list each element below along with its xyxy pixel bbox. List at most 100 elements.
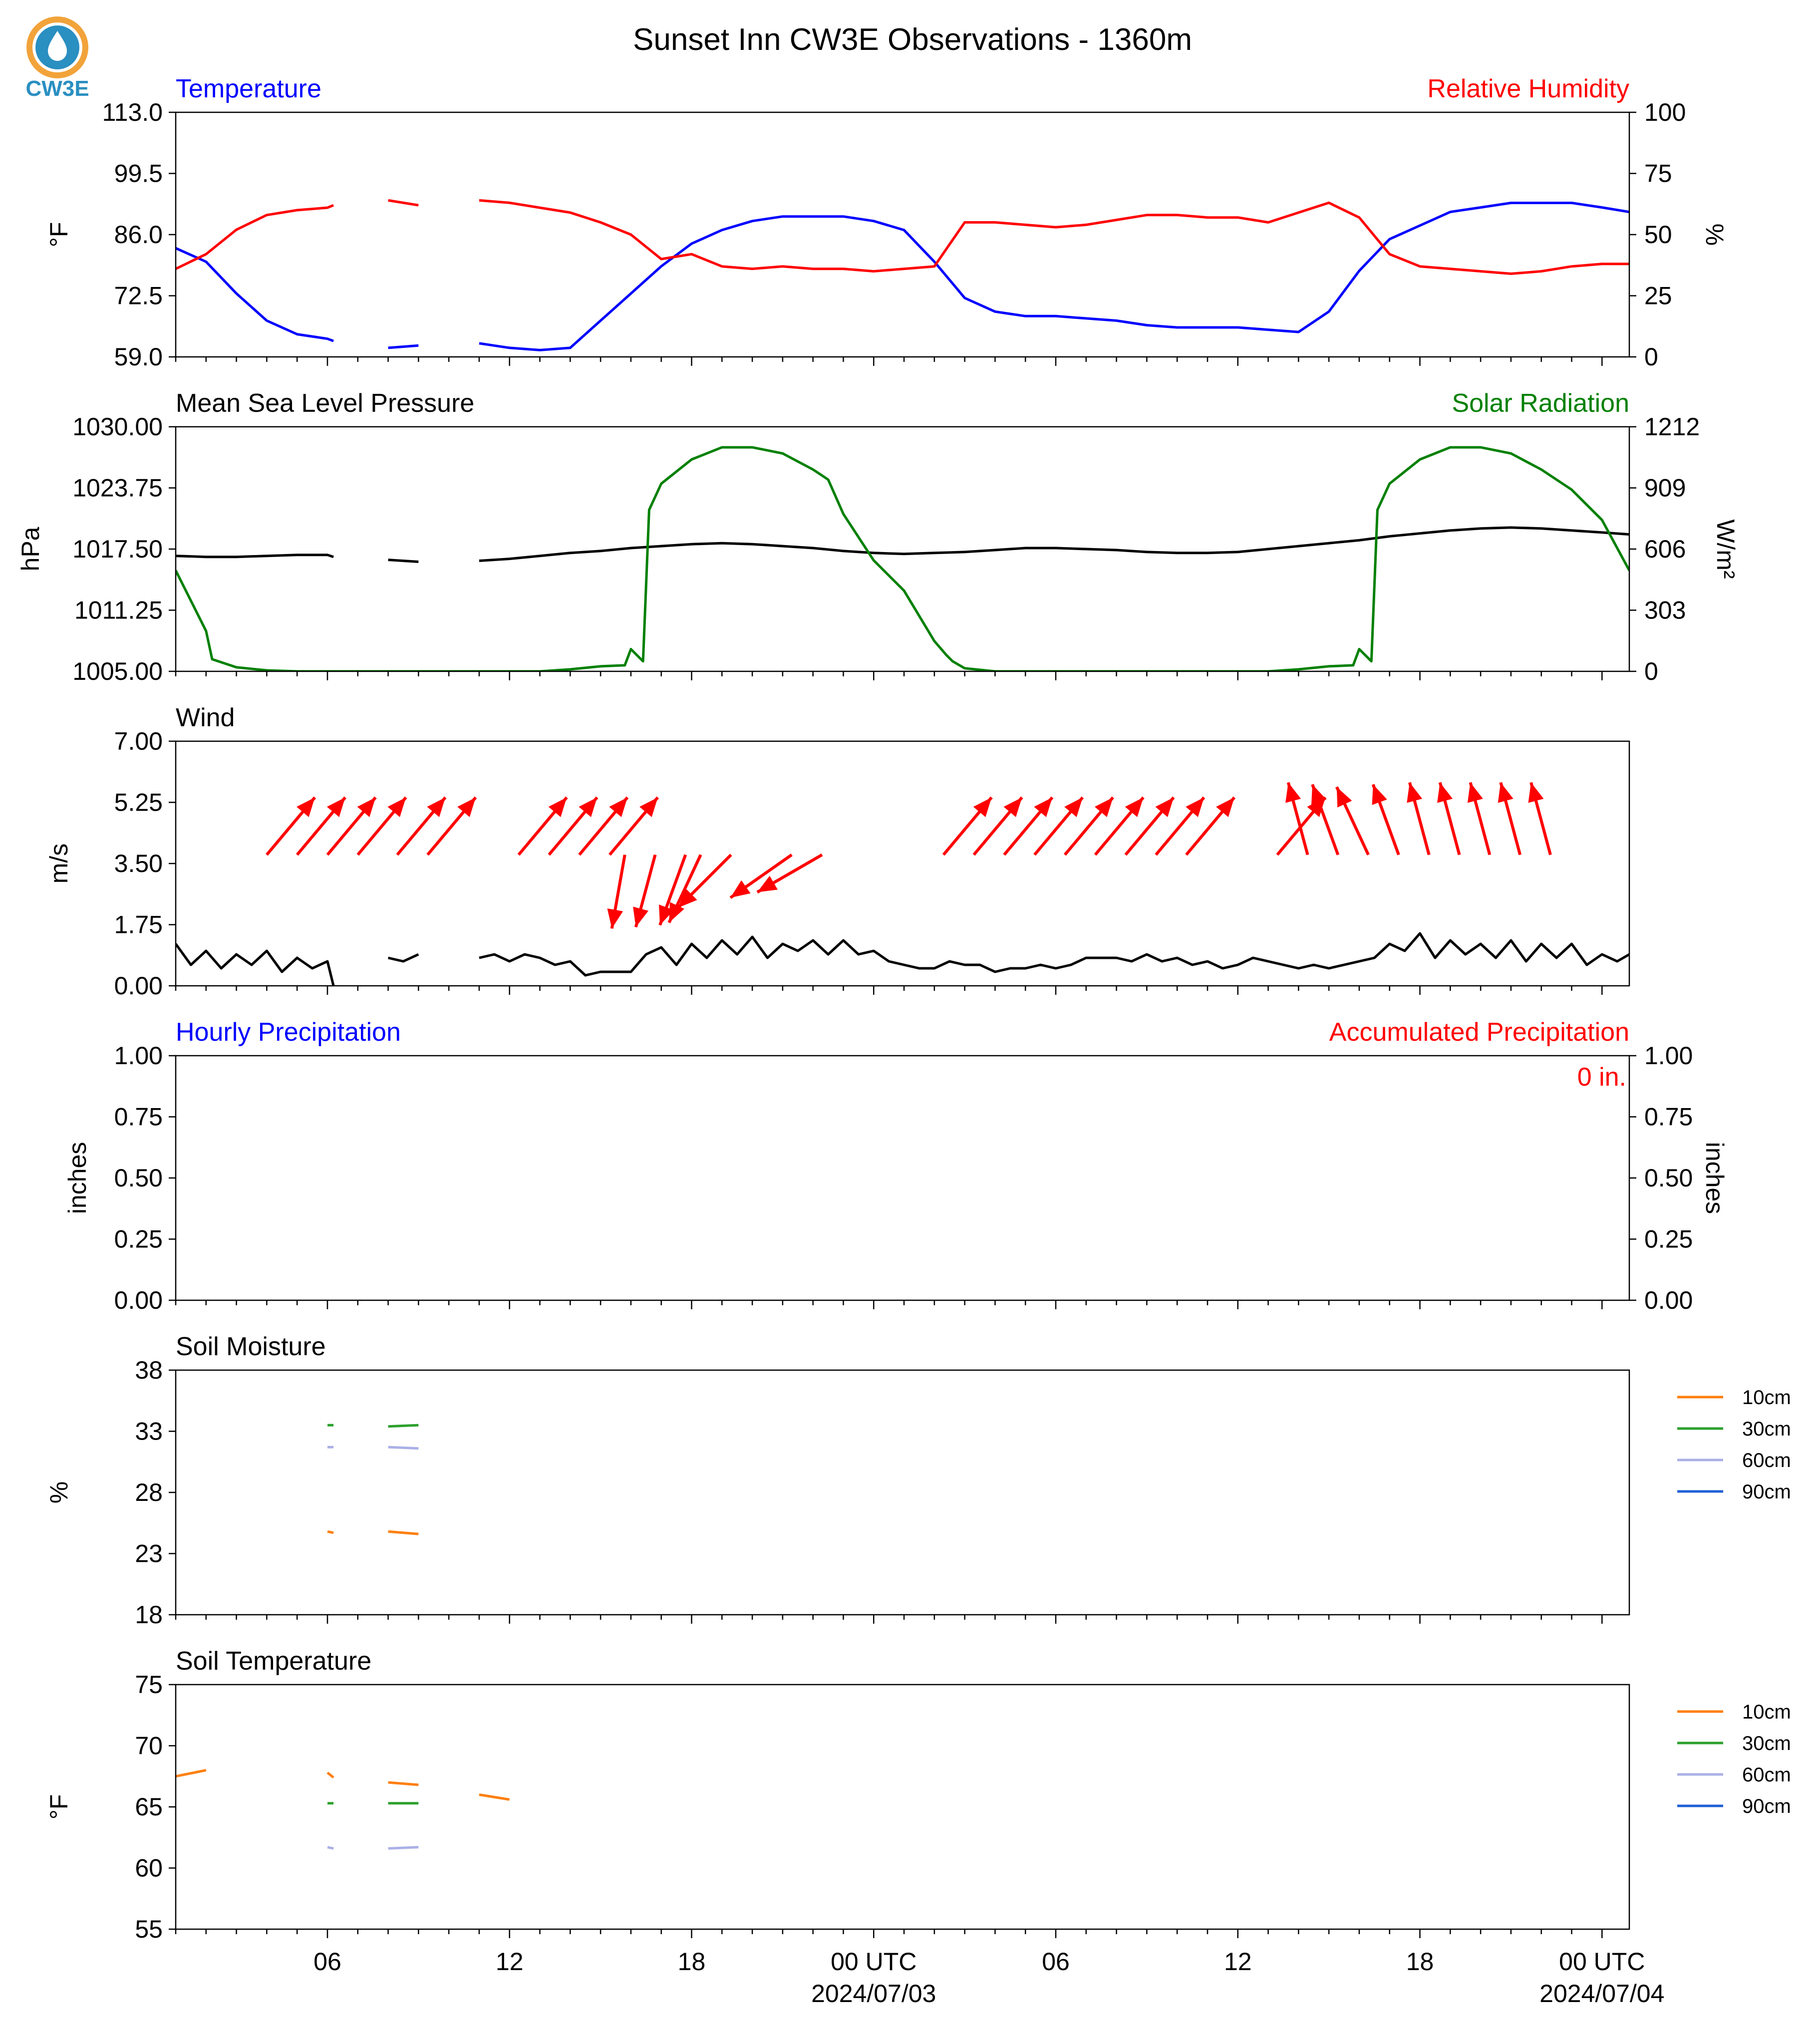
y-tick-label-left: 0.25 bbox=[114, 1225, 163, 1253]
wind-arrow-head bbox=[1336, 787, 1352, 808]
wind-arrow bbox=[1407, 782, 1431, 856]
wind-arrow bbox=[1155, 796, 1206, 856]
y-axis-title-left: hPa bbox=[16, 527, 44, 571]
series-line-60cm bbox=[327, 1842, 1629, 1848]
panel-5: 18 23 28 33 38 Soil Moisture% 10cm 30cm 60cm 90cm bbox=[45, 1332, 1791, 1629]
y-tick-label-left: 70 bbox=[135, 1732, 163, 1760]
y-tick-label-left: 1005.00 bbox=[72, 657, 163, 685]
x-tick-label: 18 bbox=[1406, 1948, 1434, 1976]
wind-arrow-head bbox=[1216, 797, 1234, 817]
panels: 59.0 72.5 86.0 99.5 113.0 0 25 50 75 100 Temperatu… bbox=[16, 74, 1791, 2008]
legend-label: 30cm bbox=[1742, 1733, 1791, 1754]
wind-arrow bbox=[578, 796, 629, 856]
wind-arrow-head bbox=[387, 797, 406, 817]
wind-arrow bbox=[942, 796, 993, 856]
series-line-10cm bbox=[176, 1758, 1629, 1799]
y-tick-label-left: 0.75 bbox=[114, 1103, 163, 1131]
x-tick-label: 00 UTC bbox=[1559, 1948, 1645, 1976]
legend-label: 90cm bbox=[1742, 1481, 1791, 1503]
x-tick-label: 12 bbox=[1224, 1948, 1252, 1976]
panel-1: 59.0 72.5 86.0 99.5 113.0 0 25 50 75 100 Temperatu… bbox=[45, 74, 1729, 371]
wind-arrow bbox=[1063, 796, 1114, 856]
wind-arrow bbox=[1528, 782, 1552, 856]
panel-4: 0.00 0.25 0.50 0.75 1.00 0.00 0.25 0.50 0.75 1.00… bbox=[63, 1018, 1729, 1314]
wind-arrow-head bbox=[357, 797, 376, 817]
wind-arrow bbox=[633, 854, 657, 928]
wind-arrow-head bbox=[1155, 797, 1174, 817]
wind-arrow bbox=[426, 796, 477, 856]
y-tick-label-left: 65 bbox=[135, 1793, 163, 1821]
y-axis-title-left: °F bbox=[45, 222, 73, 248]
series-line-temperature bbox=[176, 202, 1629, 351]
wind-arrow-head bbox=[1095, 797, 1113, 817]
legend-label: 60cm bbox=[1742, 1764, 1791, 1786]
wind-arrow bbox=[1311, 784, 1340, 856]
wind-arrow-head bbox=[1003, 797, 1022, 817]
y-tick-label-left: 0.50 bbox=[114, 1164, 163, 1192]
y-tick-label-left: 38 bbox=[135, 1356, 163, 1384]
y-axis-title-left: % bbox=[45, 1481, 73, 1503]
y-tick-label-left: 18 bbox=[135, 1601, 163, 1629]
wind-arrow-head bbox=[1034, 797, 1053, 817]
wind-arrow bbox=[1285, 782, 1309, 856]
y-tick-label-right: 0.75 bbox=[1644, 1103, 1693, 1131]
panel-title-left: Wind bbox=[176, 703, 235, 732]
wind-arrow-head bbox=[427, 797, 446, 817]
wind-arrow-head bbox=[730, 880, 751, 898]
y-tick-label-left: 5.25 bbox=[114, 789, 163, 817]
wind-arrow bbox=[1371, 784, 1400, 856]
y-tick-label-left: 0.00 bbox=[114, 1286, 163, 1314]
wind-arrow bbox=[396, 796, 447, 856]
series-line-mean-sea-level-pressure bbox=[176, 526, 1629, 563]
legend-label: 10cm bbox=[1742, 1387, 1791, 1409]
y-axis-title-left: inches bbox=[63, 1142, 91, 1214]
y-tick-label-left: 55 bbox=[135, 1915, 163, 1943]
wind-arrow-head bbox=[1498, 782, 1514, 803]
wind-arrow bbox=[1498, 782, 1522, 856]
y-tick-label-right: 0.00 bbox=[1644, 1286, 1693, 1314]
y-tick-label-left: 75 bbox=[135, 1671, 163, 1699]
legend-label: 60cm bbox=[1742, 1449, 1791, 1471]
series-line-solar-radiation bbox=[176, 446, 1629, 671]
panel-frame bbox=[175, 426, 1630, 672]
y-tick-label-right: 25 bbox=[1644, 282, 1672, 310]
panel-frame bbox=[175, 1055, 1630, 1301]
panel-frame bbox=[175, 740, 1630, 987]
series-line-30cm bbox=[327, 1425, 1629, 1436]
y-tick-label-right: 0 bbox=[1644, 657, 1658, 685]
wind-arrow bbox=[607, 854, 626, 929]
wind-arrow-head bbox=[1285, 782, 1301, 803]
x-axis-labels: 06 12 18 00 UTC 06 12 18 00 UTC 2024/07/03 2024/0… bbox=[313, 1948, 1664, 2008]
y-axis-title-left: m/s bbox=[45, 844, 73, 884]
x-tick-label: 18 bbox=[678, 1948, 706, 1976]
panel-title-left: Soil Temperature bbox=[176, 1647, 371, 1676]
panel-title-right: Accumulated Precipitation bbox=[1329, 1018, 1629, 1047]
series-line-60cm bbox=[327, 1447, 1629, 1449]
wind-arrow bbox=[1003, 796, 1054, 856]
wind-arrow-head bbox=[548, 797, 567, 817]
wind-arrow-head bbox=[457, 797, 476, 817]
legend-label: 90cm bbox=[1742, 1795, 1791, 1817]
x-date-label: 2024/07/04 bbox=[1539, 1980, 1664, 2008]
wind-arrow bbox=[356, 796, 407, 856]
wind-arrow bbox=[756, 853, 823, 894]
panel-title-left: Soil Moisture bbox=[176, 1332, 326, 1361]
series-line-relative-humidity bbox=[176, 199, 1629, 275]
wind-arrow-head bbox=[757, 875, 778, 892]
x-tick-label: 00 UTC bbox=[831, 1948, 916, 1976]
wind-arrow bbox=[1033, 796, 1084, 856]
wind-arrow-head bbox=[297, 797, 315, 817]
wind-arrow-head bbox=[1407, 782, 1423, 803]
y-tick-label-left: 1.75 bbox=[114, 911, 163, 939]
y-tick-label-right: 0.25 bbox=[1644, 1225, 1693, 1253]
panel-title-left: Temperature bbox=[176, 74, 321, 103]
wind-arrow-head bbox=[1064, 797, 1083, 817]
panel-title-left: Mean Sea Level Pressure bbox=[176, 389, 474, 418]
panel-3: 0.00 1.75 3.50 5.25 7.00 Wind m/s bbox=[45, 703, 1630, 1000]
legend-label: 30cm bbox=[1742, 1418, 1791, 1440]
wind-arrow bbox=[677, 854, 732, 909]
logo-ring bbox=[26, 16, 88, 78]
wind-arrow bbox=[1185, 796, 1236, 856]
wind-arrow-head bbox=[678, 888, 697, 908]
wind-arrow-head bbox=[1311, 784, 1327, 805]
